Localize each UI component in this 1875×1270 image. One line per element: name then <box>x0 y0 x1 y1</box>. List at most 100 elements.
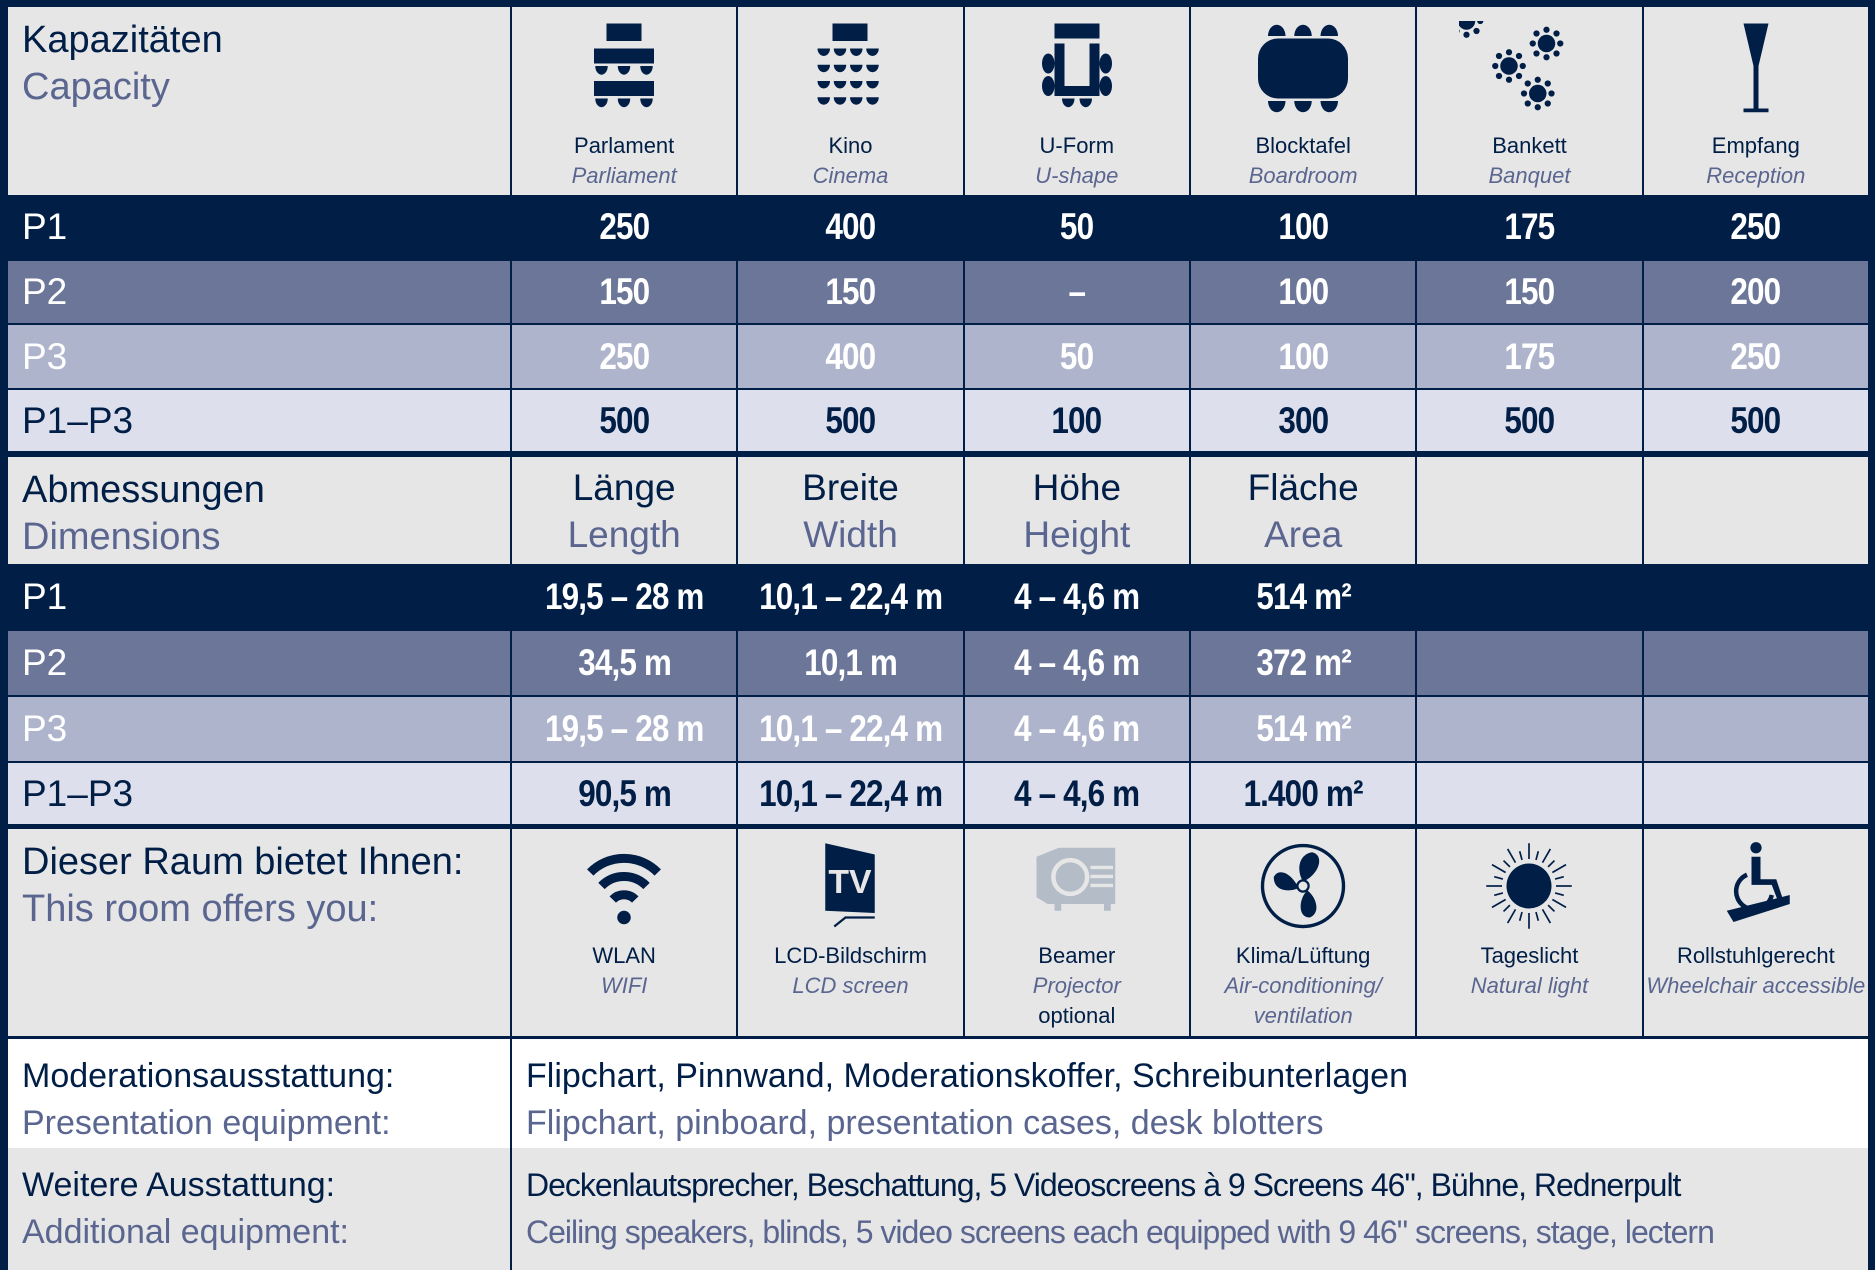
sun-ray <box>1503 859 1511 868</box>
sun-ray <box>1507 908 1517 924</box>
empty-cell <box>1417 457 1642 564</box>
col-cinema: Kino Cinema <box>738 7 963 195</box>
value-cell: 150 <box>738 261 963 323</box>
col-label-de: Länge <box>572 466 676 508</box>
cell-value: 100 <box>1051 399 1103 441</box>
cell-value: 4 – 4,6 m <box>1014 575 1140 617</box>
capacity-rows: P1 250 400 50 100 175 250 P2 150 150 – 100 150 200 P3 2… <box>8 195 1868 451</box>
reception-glass-icon <box>1743 23 1769 113</box>
cell-value: 372 m² <box>1255 642 1351 683</box>
cell-value: 500 <box>599 399 650 441</box>
capacity-row: P1–P3 500 500 100 300 500 500 <box>8 390 1868 451</box>
empty-cell <box>1417 763 1642 824</box>
col-label-en: Width <box>803 513 898 555</box>
col-banquet: Bankett Banquet <box>1417 7 1642 195</box>
value-cell: 514 m² <box>1190 564 1416 629</box>
sun-ray <box>1547 859 1556 868</box>
sun-ray <box>1542 908 1552 924</box>
sun-ray <box>1552 898 1567 909</box>
col-label-en: Length <box>567 513 681 555</box>
label-en: Additional equipment: <box>22 1213 350 1251</box>
cell-value: 250 <box>599 206 650 247</box>
row-label: P1 <box>8 195 510 259</box>
value-cell: 1.400 m² <box>1190 763 1416 824</box>
value-cell: 250 <box>1643 195 1868 259</box>
col-boardroom: Blocktafel Boardroom <box>1190 7 1416 195</box>
col-label-en: Reception <box>1706 163 1806 188</box>
sun-ray <box>1492 898 1507 909</box>
col-label-de: Kino <box>828 133 873 158</box>
value-cell: 50 <box>964 195 1189 259</box>
value-cell: 10,1 – 22,4 m <box>738 564 963 629</box>
svg-text:TV: TV <box>829 863 873 901</box>
room-info-table: Kapazitäten Capacity Parlament Parliamen… <box>8 7 1868 1270</box>
dimensions-row: P1 19,5 – 28 m 10,1 – 22,4 m 4 – 4,6 m 514 m… <box>8 564 1868 629</box>
empty-cell <box>1643 631 1868 695</box>
col-label-en: Area <box>1264 513 1343 555</box>
offer-natural-light: Tageslicht Natural light <box>1417 829 1642 1036</box>
value-cell: 400 <box>738 195 963 259</box>
offer-label-en: WIFI <box>600 973 648 998</box>
additional-equipment-row: Weitere Ausstattung: Additional equipment… <box>8 1148 1868 1270</box>
empty-cell <box>1643 564 1868 629</box>
value-cell: 100 <box>1190 195 1416 259</box>
cell-value: 10,1 m <box>804 642 898 683</box>
cell-value: – <box>1068 271 1086 312</box>
col-label-en: Cinema <box>812 163 889 188</box>
cell-value: 150 <box>1504 271 1556 312</box>
offer-label-de: WLAN <box>592 943 656 968</box>
col-area: Fläche Area <box>1190 457 1416 564</box>
value-cell: 500 <box>1417 390 1642 451</box>
sun-ray <box>1494 892 1504 897</box>
presentation-value: Flipchart, Pinnwand, Moderationskoffer, … <box>512 1039 1868 1161</box>
value-cell: – <box>964 261 1189 323</box>
col-label-de: Bankett <box>1492 133 1567 158</box>
cell-value: 10,1 – 22,4 m <box>758 708 943 749</box>
offer-wifi: WLAN WIFI <box>512 829 737 1036</box>
capacity-row: P1 250 400 50 100 175 250 <box>8 195 1868 259</box>
dimensions-row: P1–P3 90,5 m 10,1 – 22,4 m 4 – 4,6 m 1.400 m… <box>8 763 1868 824</box>
sun-icon <box>1486 843 1573 929</box>
value-cell: 10,1 – 22,4 m <box>738 697 963 761</box>
cell-value: 175 <box>1504 206 1556 247</box>
col-width: Breite Width <box>738 457 963 564</box>
capacity-row: P3 250 400 50 100 175 250 <box>8 325 1868 388</box>
value-cell: 4 – 4,6 m <box>964 697 1189 761</box>
projector-icon <box>1036 847 1116 911</box>
value-cell: 4 – 4,6 m <box>964 763 1189 824</box>
cell-value: 250 <box>1730 335 1782 377</box>
offers-title-de: Dieser Raum bietet Ihnen: <box>22 841 464 883</box>
cell-value: 514 m² <box>1255 575 1351 617</box>
empty-cell <box>1417 697 1642 761</box>
cell-value: 4 – 4,6 m <box>1014 642 1140 683</box>
cell-value: 150 <box>825 271 877 312</box>
row-label: P3 <box>8 697 510 761</box>
presentation-equipment-row: Moderationsausstattung: Presentation equi… <box>8 1039 1868 1161</box>
wheelchair-icon <box>1726 842 1790 922</box>
cell-value: 4 – 4,6 m <box>1014 772 1140 814</box>
offer-wheelchair: Rollstuhlgerecht Wheelchair accessible <box>1643 829 1868 1036</box>
col-label-de: Breite <box>802 466 899 508</box>
sun-ray <box>1492 863 1507 874</box>
value-cell: 500 <box>512 390 737 451</box>
cell-value: 514 m² <box>1255 708 1351 749</box>
offer-label-en: Natural light <box>1470 973 1589 998</box>
empty-cell <box>1643 457 1868 564</box>
col-u-shape: U-Form U-shape <box>964 7 1189 195</box>
cell-value: 500 <box>825 399 877 441</box>
dimensions-row: P3 19,5 – 28 m 10,1 – 22,4 m 4 – 4,6 m 514 m… <box>8 697 1868 761</box>
cell-value: 100 <box>1278 206 1329 247</box>
value-cell: 250 <box>512 195 737 259</box>
sun-ray <box>1552 863 1567 874</box>
cell-value: 500 <box>1730 399 1782 441</box>
offer-note: optional <box>1038 1003 1116 1028</box>
value-cell: 10,1 m <box>738 631 963 695</box>
sun-ray <box>1519 911 1524 921</box>
value-cell: 50 <box>964 325 1189 388</box>
capacity-row: P2 150 150 – 100 150 200 <box>8 261 1868 323</box>
offer-label-de: LCD-Bildschirm <box>774 943 927 968</box>
value-cell: 250 <box>1643 325 1868 388</box>
offer-label-en: Projector <box>1032 973 1121 998</box>
sun-ray <box>1547 904 1556 913</box>
value-cell: 10,1 – 22,4 m <box>738 763 963 824</box>
